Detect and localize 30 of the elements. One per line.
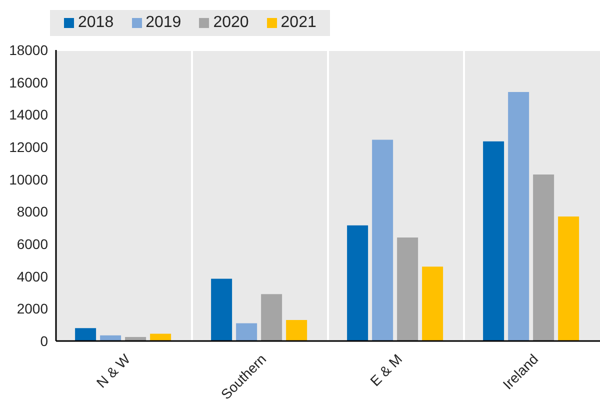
bar (422, 266, 444, 341)
y-tick-label: 12000 (9, 138, 48, 155)
bar (483, 141, 504, 341)
bar (508, 92, 530, 341)
legend-label: 2018 (77, 14, 114, 32)
legend-label: 2019 (144, 14, 182, 32)
x-tick-label: N & W (93, 350, 134, 391)
bar (75, 328, 96, 341)
y-tick-label: 18000 (9, 42, 48, 58)
legend-label: 2021 (280, 14, 316, 32)
y-tick-label: 8000 (16, 204, 48, 220)
bar (211, 278, 232, 341)
bar (236, 323, 258, 341)
y-tick-label: 16000 (9, 74, 48, 90)
y-tick-label: 4000 (16, 268, 48, 284)
x-tick-label: E & M (366, 350, 406, 390)
bar (397, 238, 418, 341)
y-tick-label: 6000 (16, 236, 48, 252)
bar (372, 140, 394, 341)
bar (261, 294, 282, 341)
bar (558, 216, 580, 341)
y-tick-label: 0 (40, 332, 48, 349)
y-tick-label: 2000 (16, 300, 48, 317)
y-tick-label: 10000 (9, 171, 48, 188)
y-tick-label: 14000 (9, 106, 48, 123)
bar (286, 320, 308, 341)
legend-label: 2020 (212, 14, 249, 32)
bar (533, 174, 554, 341)
bar (347, 225, 368, 341)
bar (150, 334, 172, 341)
